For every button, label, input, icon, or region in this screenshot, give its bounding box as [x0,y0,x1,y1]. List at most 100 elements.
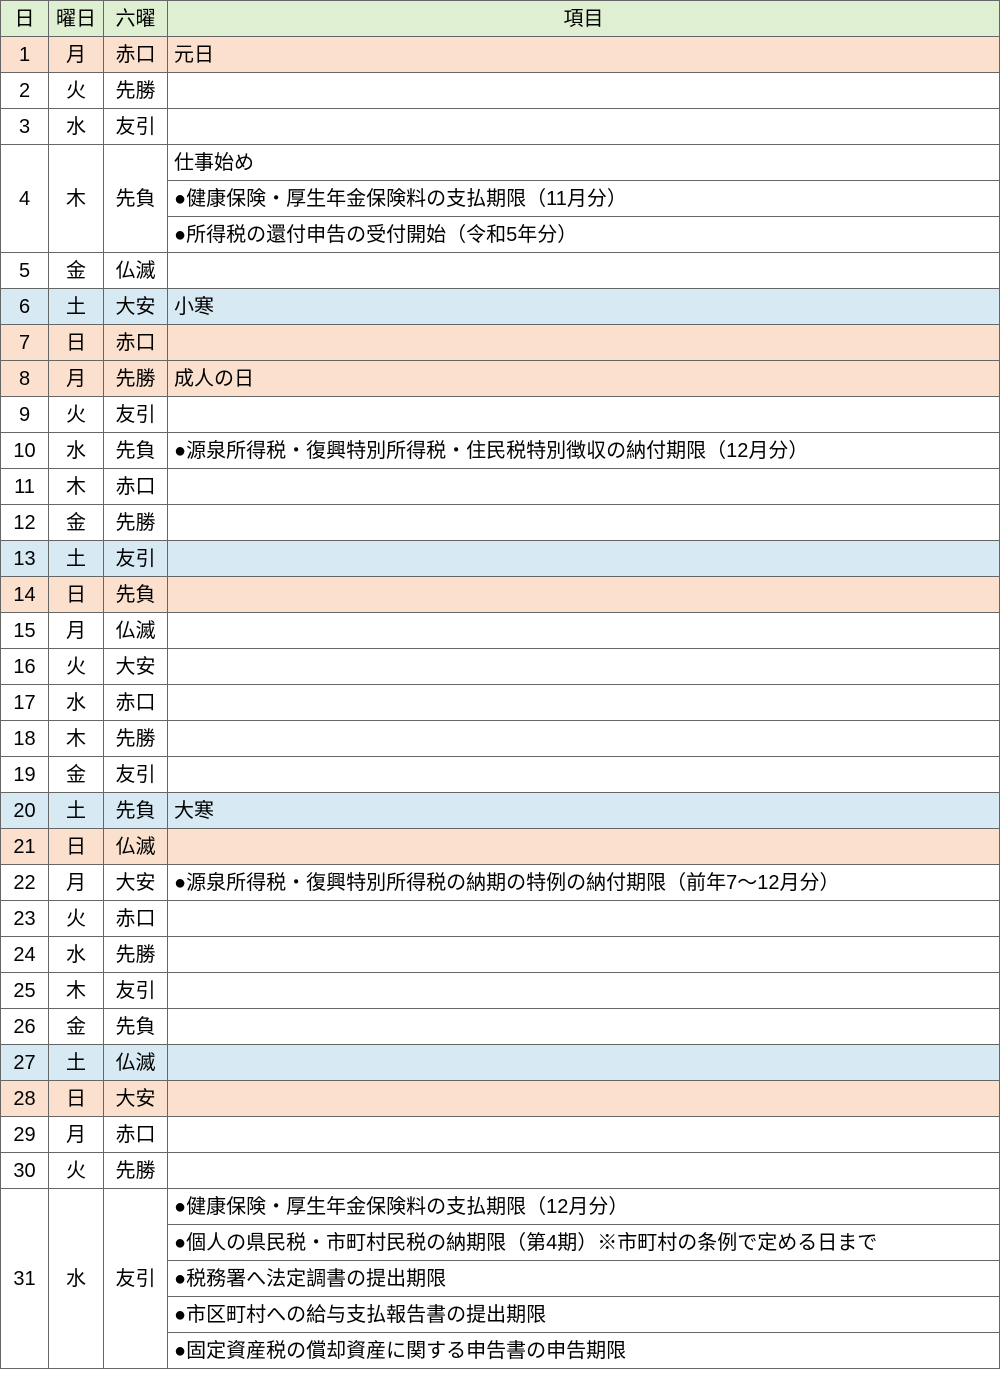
cell-day: 10 [1,433,49,469]
cell-rokuyo: 大安 [104,649,168,685]
cell-rokuyo: 赤口 [104,685,168,721]
cell-rokuyo: 赤口 [104,325,168,361]
cell-wday: 木 [49,973,104,1009]
cell-wday: 火 [49,397,104,433]
col-header-wday: 曜日 [49,1,104,37]
cell-rokuyo: 赤口 [104,469,168,505]
table-row: 26金先負 [1,1009,1000,1045]
cell-wday: 月 [49,1117,104,1153]
table-row: 8月先勝成人の日 [1,361,1000,397]
cell-wday: 月 [49,37,104,73]
table-row: 9火友引 [1,397,1000,433]
cell-item [168,541,1000,577]
cell-wday: 日 [49,1081,104,1117]
cell-item [168,829,1000,865]
cell-rokuyo: 先負 [104,1009,168,1045]
table-row: 6土大安小寒 [1,289,1000,325]
cell-item [168,973,1000,1009]
table-row: 20土先負大寒 [1,793,1000,829]
cell-item: ●税務署へ法定調書の提出期限 [168,1261,1000,1297]
cell-item: ●個人の県民税・市町村民税の納期限（第4期）※市町村の条例で定める日まで [168,1225,1000,1261]
cell-rokuyo: 先勝 [104,505,168,541]
table-row: 25木友引 [1,973,1000,1009]
cell-day: 28 [1,1081,49,1117]
table-row: 13土友引 [1,541,1000,577]
cell-day: 27 [1,1045,49,1081]
cell-day: 21 [1,829,49,865]
cell-rokuyo: 友引 [104,973,168,1009]
table-row: 22月大安●源泉所得税・復興特別所得税の納期の特例の納付期限（前年7〜12月分） [1,865,1000,901]
table-row: 14日先負 [1,577,1000,613]
cell-wday: 水 [49,109,104,145]
cell-item [168,901,1000,937]
cell-item: 仕事始め [168,145,1000,181]
table-row: 4木先負仕事始め [1,145,1000,181]
cell-wday: 火 [49,1153,104,1189]
cell-rokuyo: 友引 [104,757,168,793]
table-row: 12金先勝 [1,505,1000,541]
cell-day: 1 [1,37,49,73]
cell-item: 成人の日 [168,361,1000,397]
table-row: 5金仏滅 [1,253,1000,289]
cell-item: ●所得税の還付申告の受付開始（令和5年分） [168,217,1000,253]
table-row: 29月赤口 [1,1117,1000,1153]
cell-day: 18 [1,721,49,757]
table-row: 2火先勝 [1,73,1000,109]
table-row: 11木赤口 [1,469,1000,505]
col-header-rokuyo: 六曜 [104,1,168,37]
table-row: 31水友引●健康保険・厚生年金保険料の支払期限（12月分） [1,1189,1000,1225]
table-body: 1月赤口元日2火先勝3水友引4木先負仕事始め●健康保険・厚生年金保険料の支払期限… [1,37,1000,1369]
cell-rokuyo: 友引 [104,541,168,577]
cell-rokuyo: 友引 [104,397,168,433]
cell-rokuyo: 大安 [104,289,168,325]
cell-rokuyo: 大安 [104,865,168,901]
cell-item [168,253,1000,289]
cell-day: 31 [1,1189,49,1369]
cell-wday: 木 [49,469,104,505]
cell-item: 元日 [168,37,1000,73]
cell-item [168,685,1000,721]
table-row: 3水友引 [1,109,1000,145]
cell-day: 25 [1,973,49,1009]
cell-wday: 土 [49,289,104,325]
cell-day: 7 [1,325,49,361]
cell-rokuyo: 大安 [104,1081,168,1117]
cell-day: 8 [1,361,49,397]
col-header-items: 項目 [168,1,1000,37]
table-row: 27土仏滅 [1,1045,1000,1081]
cell-day: 12 [1,505,49,541]
cell-day: 9 [1,397,49,433]
cell-item: ●健康保険・厚生年金保険料の支払期限（12月分） [168,1189,1000,1225]
cell-item: ●固定資産税の償却資産に関する申告書の申告期限 [168,1333,1000,1369]
cell-day: 11 [1,469,49,505]
cell-day: 17 [1,685,49,721]
cell-wday: 土 [49,1045,104,1081]
cell-day: 26 [1,1009,49,1045]
cell-day: 2 [1,73,49,109]
cell-item: ●健康保険・厚生年金保険料の支払期限（11月分） [168,181,1000,217]
table-row: 24水先勝 [1,937,1000,973]
cell-day: 4 [1,145,49,253]
calendar-table: 日 曜日 六曜 項目 1月赤口元日2火先勝3水友引4木先負仕事始め●健康保険・厚… [0,0,1000,1369]
cell-wday: 水 [49,433,104,469]
table-header-row: 日 曜日 六曜 項目 [1,1,1000,37]
cell-item [168,1153,1000,1189]
cell-wday: 火 [49,73,104,109]
table-row: 21日仏滅 [1,829,1000,865]
cell-day: 19 [1,757,49,793]
cell-day: 5 [1,253,49,289]
cell-wday: 土 [49,541,104,577]
cell-rokuyo: 仏滅 [104,1045,168,1081]
cell-item [168,1045,1000,1081]
cell-wday: 水 [49,937,104,973]
cell-rokuyo: 仏滅 [104,613,168,649]
cell-rokuyo: 先負 [104,145,168,253]
table-row: 23火赤口 [1,901,1000,937]
cell-rokuyo: 先負 [104,577,168,613]
cell-rokuyo: 赤口 [104,901,168,937]
cell-day: 20 [1,793,49,829]
cell-item [168,109,1000,145]
table-row: 10水先負●源泉所得税・復興特別所得税・住民税特別徴収の納付期限（12月分） [1,433,1000,469]
cell-wday: 日 [49,577,104,613]
cell-day: 29 [1,1117,49,1153]
